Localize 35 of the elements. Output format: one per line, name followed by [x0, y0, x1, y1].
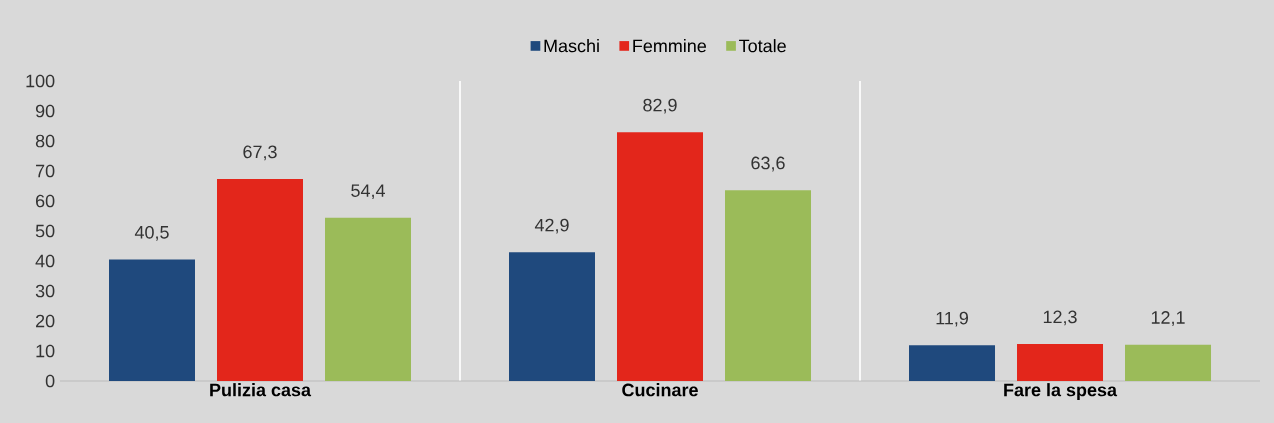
bar [725, 190, 812, 381]
y-tick-label: 80 [35, 134, 55, 148]
y-tick-label: 10 [36, 344, 55, 358]
y-tick-label: 30 [35, 284, 55, 298]
data-label: 40,5 [134, 225, 169, 241]
y-tick-label: 90 [35, 104, 55, 118]
bar [217, 179, 303, 381]
x-tick-label: Pulizia casa [210, 383, 312, 397]
data-label: 42,9 [534, 218, 569, 234]
bar [509, 252, 595, 381]
y-tick-label: 100 [26, 74, 55, 88]
data-label: 82,9 [643, 98, 677, 114]
x-tick-label: Cucinare [622, 383, 698, 397]
data-label: 12,1 [1151, 311, 1185, 326]
y-tick-label: 50 [35, 224, 55, 238]
data-label: 11,9 [936, 311, 968, 327]
bar [109, 259, 195, 381]
bar [909, 345, 996, 381]
legend-label: Femmine [633, 39, 707, 53]
bar [1017, 344, 1104, 381]
y-tick-label: 60 [36, 194, 55, 208]
data-label: 12,3 [1043, 310, 1077, 326]
bar [325, 217, 411, 381]
bar [1125, 344, 1212, 381]
x-tick-label: Fare la spesa [1004, 383, 1118, 400]
y-tick-label: 70 [36, 164, 55, 178]
y-tick-label: 0 [45, 374, 55, 388]
bar [617, 132, 704, 381]
data-label: 67,3 [243, 145, 277, 161]
legend-label: Totale [739, 39, 786, 53]
y-tick-label: 20 [36, 314, 55, 328]
data-label: 63,6 [751, 156, 785, 172]
legend-label: Maschi [544, 39, 599, 53]
data-label: 54,4 [351, 184, 385, 200]
y-tick-label: 40 [35, 254, 55, 268]
